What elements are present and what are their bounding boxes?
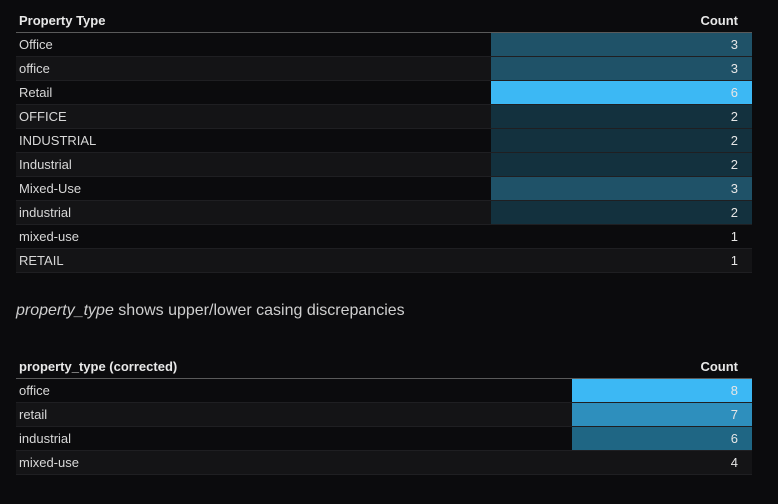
table-row: mixed-use 4 (16, 451, 752, 475)
table-header: property_type (corrected) Count (16, 354, 752, 379)
table-row: office 3 (16, 57, 752, 81)
caption-field-name: property_type (16, 302, 114, 319)
column-header-property-type[interactable]: Property Type (19, 12, 106, 28)
cell-count: 1 (730, 253, 738, 268)
table-row: office 8 (16, 379, 752, 403)
table-row: industrial 2 (16, 201, 752, 225)
column-header-property-type-corrected[interactable]: property_type (corrected) (19, 358, 178, 374)
cell-property-type: industrial (19, 431, 72, 446)
cell-count: 6 (491, 81, 752, 104)
cell-property-type: retail (19, 407, 48, 422)
table-row: RETAIL 1 (16, 249, 752, 273)
caption-text: shows upper/lower casing discrepancies (113, 302, 405, 319)
cell-count: 8 (571, 379, 752, 402)
table-body: Office 3 office 3 Retail 6 OFFICE 2 INDU… (16, 33, 752, 273)
column-header-count[interactable]: Count (700, 12, 738, 28)
cell-count: 4 (730, 455, 738, 470)
cell-property-type: INDUSTRIAL (19, 133, 97, 148)
cell-property-type: mixed-use (19, 229, 79, 244)
cell-property-type: industrial (19, 205, 72, 220)
table-row: Retail 6 (16, 81, 752, 105)
cell-property-type: mixed-use (19, 455, 79, 470)
table-row: Office 3 (16, 33, 752, 57)
cell-property-type: Office (19, 37, 53, 52)
column-header-count[interactable]: Count (700, 358, 738, 374)
cell-count: 3 (491, 33, 752, 56)
cell-count: 1 (730, 229, 738, 244)
cell-count: 2 (491, 201, 752, 224)
cell-property-type: Retail (19, 85, 53, 100)
cell-count: 3 (491, 177, 752, 200)
cell-count: 6 (571, 427, 752, 450)
cell-property-type: office (19, 383, 50, 398)
cell-property-type: Industrial (19, 157, 72, 172)
cell-count: 3 (491, 57, 752, 80)
cell-count: 7 (571, 403, 752, 426)
table-row: OFFICE 2 (16, 105, 752, 129)
table-row: Mixed-Use 3 (16, 177, 752, 201)
cell-property-type: Mixed-Use (19, 181, 82, 196)
cell-count: 2 (491, 105, 752, 128)
table-row: mixed-use 1 (16, 225, 752, 249)
cell-property-type: OFFICE (19, 109, 67, 124)
table-row: industrial 6 (16, 427, 752, 451)
cell-property-type: RETAIL (19, 253, 64, 268)
cell-count: 2 (491, 129, 752, 152)
casing-discrepancy-caption: property_type shows upper/lower casing d… (16, 302, 405, 320)
table-row: INDUSTRIAL 2 (16, 129, 752, 153)
corrected-property-type-table: property_type (corrected) Count office 8… (16, 354, 752, 475)
table-row: retail 7 (16, 403, 752, 427)
table-row: Industrial 2 (16, 153, 752, 177)
cell-count: 2 (491, 153, 752, 176)
cell-property-type: office (19, 61, 50, 76)
table-header: Property Type Count (16, 8, 752, 33)
table-body: office 8 retail 7 industrial 6 mixed-use… (16, 379, 752, 475)
property-type-table: Property Type Count Office 3 office 3 Re… (16, 8, 752, 273)
